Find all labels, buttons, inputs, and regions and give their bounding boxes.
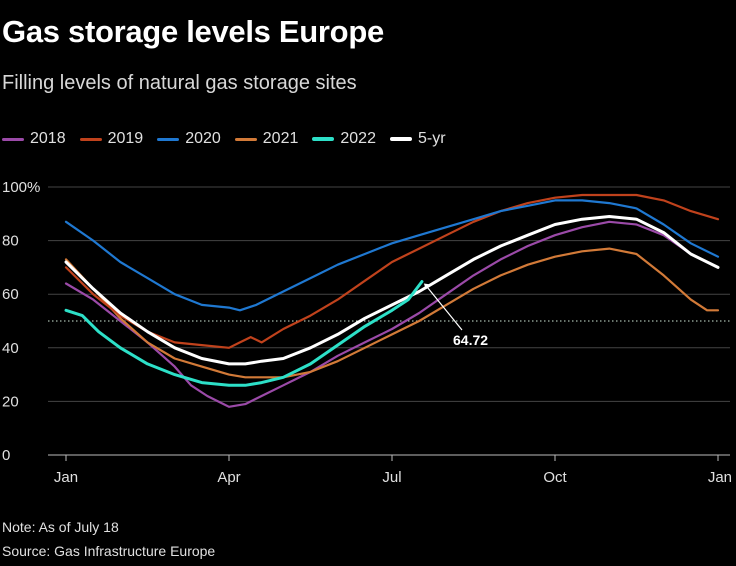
series-line-2021 (64, 247, 720, 379)
series-line-2022 (64, 280, 424, 387)
x-tick-label: Jan (708, 469, 732, 486)
legend-swatch (234, 137, 257, 141)
legend-label: 2019 (107, 130, 144, 147)
legend-label: 2018 (30, 130, 66, 147)
legend: 2018 2019 2020 2021 2022 5-yr (2, 130, 460, 148)
legend-swatch (157, 137, 180, 141)
legend-item-2018: 2018 (2, 130, 66, 148)
chart-note: Note: As of July 18 (2, 519, 119, 535)
legend-label: 2020 (185, 130, 221, 147)
annotation-label: 64.72 (453, 332, 488, 348)
legend-label: 5-yr (417, 130, 446, 147)
legend-item-2022: 2022 (312, 130, 376, 148)
chart-title: Gas storage levels Europe (2, 14, 384, 49)
annotation-arrowhead (423, 283, 431, 290)
x-tick-label: Jan (54, 469, 78, 486)
y-tick-label: 0 (2, 447, 10, 464)
series-line-2019 (64, 193, 720, 349)
x-tick-label: Jul (382, 469, 401, 486)
annotation-pointer (425, 285, 463, 331)
y-tick-label: 80 (2, 233, 19, 250)
legend-item-2019: 2019 (79, 130, 144, 148)
x-tick-label: Oct (543, 469, 567, 486)
y-tick-label: 40 (2, 340, 19, 357)
chart-source: Source: Gas Infrastructure Europe (2, 543, 216, 559)
legend-label: 2021 (262, 130, 299, 147)
y-tick-label: 20 (2, 393, 19, 410)
legend-item-2020: 2020 (157, 130, 221, 148)
legend-swatch (312, 137, 335, 141)
series-line-2020 (64, 199, 720, 312)
legend-swatch (389, 137, 412, 141)
y-tick-label: 100% (2, 179, 40, 196)
y-tick-label: 60 (2, 286, 19, 303)
series-line-5-yr (64, 215, 720, 366)
legend-swatch (2, 137, 24, 141)
legend-swatch (79, 137, 102, 141)
legend-item-5-yr: 5-yr (389, 130, 446, 148)
legend-label: 2022 (340, 130, 376, 147)
legend-item-2021: 2021 (234, 130, 299, 148)
chart-subtitle: Filling levels of natural gas storage si… (2, 72, 357, 94)
series-line-2018 (64, 220, 720, 408)
x-tick-label: Apr (217, 469, 240, 486)
